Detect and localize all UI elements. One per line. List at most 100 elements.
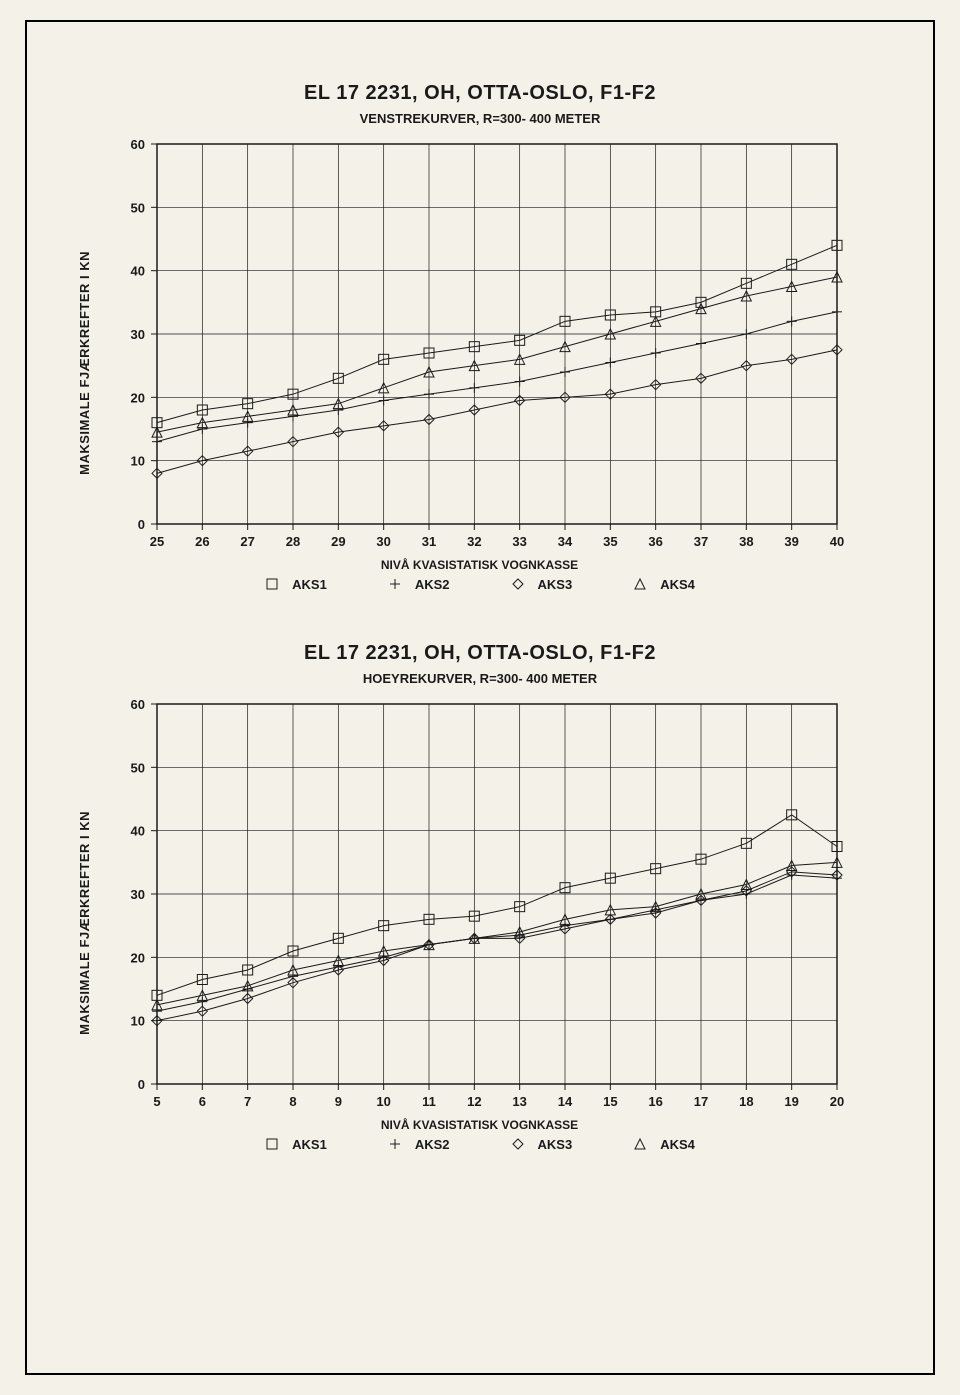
y-tick-label: 60 bbox=[131, 137, 145, 152]
series-line-aks2 bbox=[157, 312, 837, 442]
legend-label: AKS1 bbox=[292, 1137, 327, 1152]
chart-row: MAKSIMALE FJÆRKREFTER I KN 25 26 27 28 29 30 3… bbox=[77, 134, 883, 592]
chart-subtitle: VENSTREKURVER, R=300- 400 METER bbox=[77, 111, 883, 126]
x-tick-label: 27 bbox=[240, 534, 254, 549]
x-tick-label: 9 bbox=[335, 1094, 342, 1109]
triangle-icon bbox=[632, 1136, 648, 1152]
x-tick-label: 35 bbox=[603, 534, 617, 549]
plus-marker bbox=[152, 437, 162, 447]
x-tick-label: 36 bbox=[648, 534, 662, 549]
plus-marker bbox=[469, 383, 479, 393]
series-line-aks1 bbox=[157, 815, 837, 996]
series-line-aks4 bbox=[157, 862, 837, 1005]
x-tick-label: 5 bbox=[153, 1094, 160, 1109]
y-tick-label: 40 bbox=[131, 264, 145, 279]
chart-block-1: EL 17 2231, OH, OTTA-OSLO, F1-F2 VENSTRE… bbox=[77, 82, 883, 592]
y-tick-label: 50 bbox=[131, 760, 145, 775]
legend-item-aks2: AKS2 bbox=[387, 576, 450, 592]
x-tick-label: 17 bbox=[694, 1094, 708, 1109]
line-chart: 5 6 7 8 9 10 11 12 13 14 15 16 17 18 19 20 0 10 20 30 40 50 60 bbox=[112, 694, 847, 1114]
legend-item-aks1: AKS1 bbox=[264, 576, 327, 592]
legend-label: AKS3 bbox=[538, 577, 573, 592]
y-tick-label: 60 bbox=[131, 697, 145, 712]
x-tick-label: 12 bbox=[467, 1094, 481, 1109]
chart-svg-container: 25 26 27 28 29 30 31 32 33 34 35 36 37 38 39 40 0 10 20 30 4… bbox=[112, 134, 847, 592]
x-tick-label: 32 bbox=[467, 534, 481, 549]
x-tick-label: 7 bbox=[244, 1094, 251, 1109]
y-tick-label: 20 bbox=[131, 950, 145, 965]
plus-icon bbox=[387, 576, 403, 592]
chart-title: EL 17 2231, OH, OTTA-OSLO, F1-F2 bbox=[77, 642, 883, 665]
plus-marker bbox=[605, 358, 615, 368]
legend-label: AKS3 bbox=[538, 1137, 573, 1152]
chart-subtitle: HOEYREKURVER, R=300- 400 METER bbox=[77, 671, 883, 686]
legend-label: AKS1 bbox=[292, 577, 327, 592]
diamond-icon bbox=[510, 1136, 526, 1152]
legend-item-aks4: AKS4 bbox=[632, 1136, 695, 1152]
series-line-aks2 bbox=[157, 875, 837, 1011]
legend-label: AKS4 bbox=[660, 1137, 695, 1152]
triangle-icon bbox=[632, 576, 648, 592]
x-tick-label: 26 bbox=[195, 534, 209, 549]
y-axis-label: MAKSIMALE FJÆRKREFTER I KN bbox=[77, 251, 92, 475]
x-tick-label: 37 bbox=[694, 534, 708, 549]
plus-marker bbox=[560, 367, 570, 377]
chart-block-2: EL 17 2231, OH, OTTA-OSLO, F1-F2 HOEYREK… bbox=[77, 642, 883, 1152]
x-tick-label: 14 bbox=[558, 1094, 573, 1109]
x-tick-label: 31 bbox=[422, 534, 436, 549]
x-tick-label: 33 bbox=[512, 534, 526, 549]
x-tick-label: 11 bbox=[422, 1094, 436, 1109]
plus-icon bbox=[387, 1136, 403, 1152]
x-tick-label: 40 bbox=[830, 534, 844, 549]
square-icon bbox=[264, 1136, 280, 1152]
y-tick-label: 10 bbox=[131, 1014, 145, 1029]
chart-title: EL 17 2231, OH, OTTA-OSLO, F1-F2 bbox=[77, 82, 883, 105]
x-tick-label: 20 bbox=[830, 1094, 844, 1109]
square-icon bbox=[264, 576, 280, 592]
x-tick-label: 34 bbox=[558, 534, 573, 549]
plus-marker bbox=[741, 329, 751, 339]
plus-marker bbox=[787, 316, 797, 326]
legend-label: AKS2 bbox=[415, 1137, 450, 1152]
legend-item-aks3: AKS3 bbox=[510, 576, 573, 592]
x-tick-label: 30 bbox=[376, 534, 390, 549]
x-tick-label: 10 bbox=[376, 1094, 390, 1109]
plus-marker bbox=[651, 348, 661, 358]
y-tick-label: 40 bbox=[131, 824, 145, 839]
series-line-aks3 bbox=[157, 350, 837, 474]
plus-marker bbox=[696, 339, 706, 349]
y-tick-label: 0 bbox=[138, 517, 145, 532]
x-tick-label: 19 bbox=[784, 1094, 798, 1109]
x-tick-label: 6 bbox=[199, 1094, 206, 1109]
legend-label: AKS2 bbox=[415, 577, 450, 592]
y-tick-label: 10 bbox=[131, 454, 145, 469]
x-axis-label: NIVÅ KVASISTATISK VOGNKASSE bbox=[112, 558, 847, 572]
chart-legend: AKS1 AKS2 AKS3 AKS4 bbox=[112, 1136, 847, 1152]
page: EL 17 2231, OH, OTTA-OSLO, F1-F2 VENSTRE… bbox=[0, 0, 960, 1395]
x-axis-label: NIVÅ KVASISTATISK VOGNKASSE bbox=[112, 1118, 847, 1132]
x-tick-label: 15 bbox=[603, 1094, 617, 1109]
y-axis-label: MAKSIMALE FJÆRKREFTER I KN bbox=[77, 811, 92, 1035]
x-tick-label: 8 bbox=[289, 1094, 296, 1109]
x-tick-label: 39 bbox=[784, 534, 798, 549]
legend-item-aks3: AKS3 bbox=[510, 1136, 573, 1152]
legend-item-aks4: AKS4 bbox=[632, 576, 695, 592]
y-tick-label: 30 bbox=[131, 327, 145, 342]
series-line-aks4 bbox=[157, 277, 837, 432]
x-tick-label: 25 bbox=[150, 534, 164, 549]
page-frame: EL 17 2231, OH, OTTA-OSLO, F1-F2 VENSTRE… bbox=[25, 20, 935, 1375]
chart-legend: AKS1 AKS2 AKS3 AKS4 bbox=[112, 576, 847, 592]
x-tick-label: 38 bbox=[739, 534, 753, 549]
x-tick-label: 28 bbox=[286, 534, 300, 549]
plus-marker bbox=[832, 307, 842, 317]
x-tick-label: 13 bbox=[512, 1094, 526, 1109]
x-tick-label: 16 bbox=[648, 1094, 662, 1109]
y-tick-label: 0 bbox=[138, 1077, 145, 1092]
x-tick-label: 18 bbox=[739, 1094, 753, 1109]
x-tick-label: 29 bbox=[331, 534, 345, 549]
y-tick-label: 30 bbox=[131, 887, 145, 902]
y-tick-label: 20 bbox=[131, 390, 145, 405]
diamond-icon bbox=[510, 576, 526, 592]
chart-row: MAKSIMALE FJÆRKREFTER I KN 5 6 7 8 9 10 11 12 13… bbox=[77, 694, 883, 1152]
chart-svg-container: 5 6 7 8 9 10 11 12 13 14 15 16 17 18 19 20 0 10 20 30 40 50 60… bbox=[112, 694, 847, 1152]
